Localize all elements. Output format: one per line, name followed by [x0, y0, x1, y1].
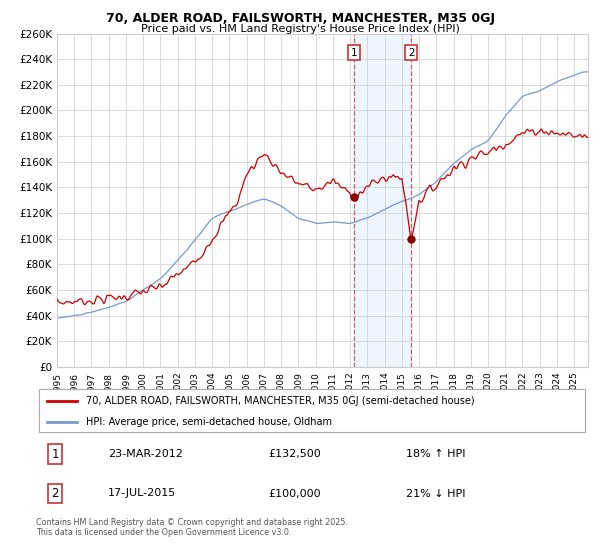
Text: HPI: Average price, semi-detached house, Oldham: HPI: Average price, semi-detached house,… [86, 417, 332, 427]
Text: 1: 1 [350, 48, 357, 58]
Text: 2: 2 [408, 48, 415, 58]
Text: Price paid vs. HM Land Registry's House Price Index (HPI): Price paid vs. HM Land Registry's House … [140, 24, 460, 34]
Bar [354, 34, 411, 367]
Text: 2: 2 [52, 487, 59, 500]
Text: 1: 1 [52, 447, 59, 461]
Text: 23-MAR-2012: 23-MAR-2012 [108, 449, 182, 459]
Text: 21% ↓ HPI: 21% ↓ HPI [406, 488, 466, 498]
FancyBboxPatch shape [39, 389, 585, 432]
Text: 18% ↑ HPI: 18% ↑ HPI [406, 449, 466, 459]
Text: 70, ALDER ROAD, FAILSWORTH, MANCHESTER, M35 0GJ: 70, ALDER ROAD, FAILSWORTH, MANCHESTER, … [106, 12, 494, 25]
Text: £132,500: £132,500 [268, 449, 320, 459]
Text: Contains HM Land Registry data © Crown copyright and database right 2025.
This d: Contains HM Land Registry data © Crown c… [36, 518, 348, 538]
Text: £100,000: £100,000 [268, 488, 320, 498]
Text: 17-JUL-2015: 17-JUL-2015 [108, 488, 176, 498]
Text: 70, ALDER ROAD, FAILSWORTH, MANCHESTER, M35 0GJ (semi-detached house): 70, ALDER ROAD, FAILSWORTH, MANCHESTER, … [86, 396, 475, 405]
